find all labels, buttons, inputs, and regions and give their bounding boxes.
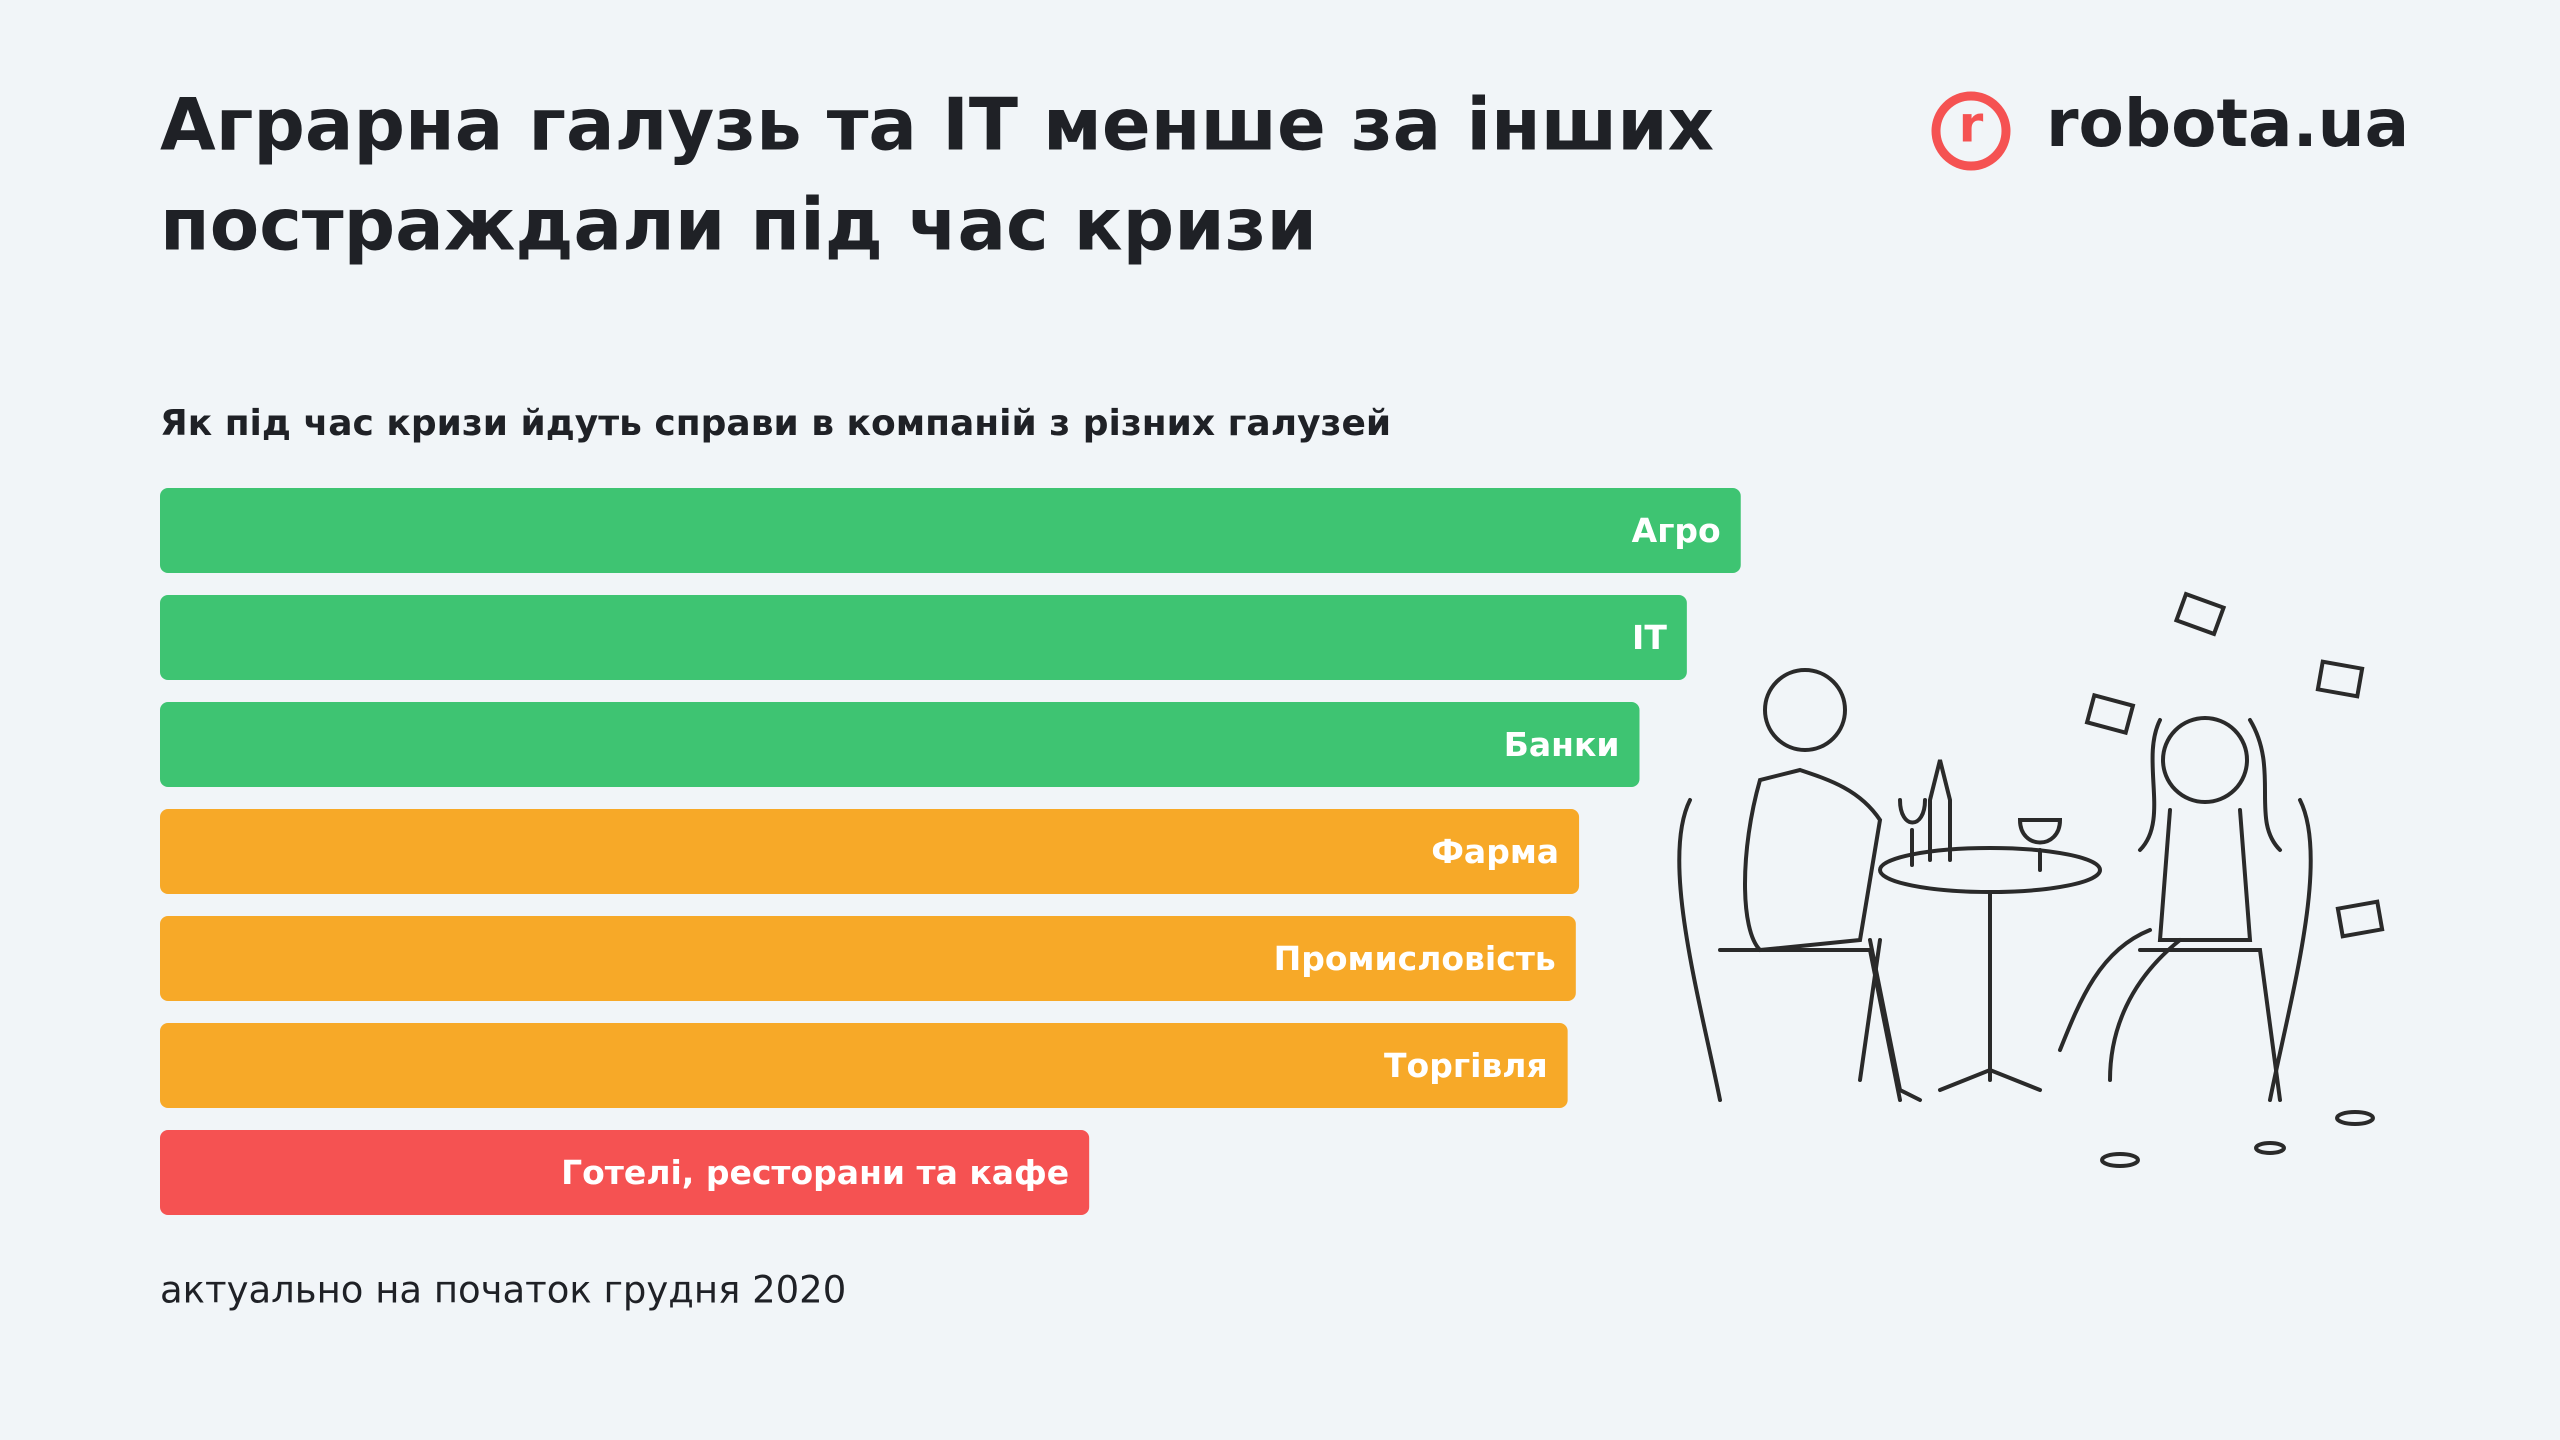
footnote: актуально на початок грудня 2020	[160, 1269, 846, 1312]
bar-label: Промисловість	[1274, 939, 1556, 978]
illustration	[1677, 591, 2385, 1168]
bar	[160, 595, 1687, 680]
logo-mark: r	[1959, 96, 1984, 154]
bar-label: Агро	[1632, 511, 1721, 550]
logo-ring	[1931, 91, 2011, 171]
chart-title: Аграрна галузь та ІТ менше за інших	[160, 83, 1714, 167]
bar	[160, 916, 1576, 1001]
bar	[160, 488, 1741, 573]
logo-text: robota.ua	[2046, 85, 2409, 162]
chart-title: постраждали під час кризи	[160, 183, 1317, 267]
bar-label: Банки	[1504, 725, 1620, 764]
bar-label: Готелі, ресторани та кафе	[561, 1153, 1069, 1192]
logo: r robota.ua	[1931, 85, 2409, 171]
bar	[160, 702, 1640, 787]
bar	[160, 809, 1580, 894]
bar-label: Фарма	[1431, 832, 1559, 871]
bar-label: ІТ	[1632, 618, 1667, 657]
bar	[160, 1130, 1090, 1215]
bar-label: Торгівля	[1384, 1046, 1548, 1085]
chart-subtitle: Як під час кризи йдуть справи в компаній…	[160, 403, 1391, 444]
bar	[160, 1023, 1568, 1108]
